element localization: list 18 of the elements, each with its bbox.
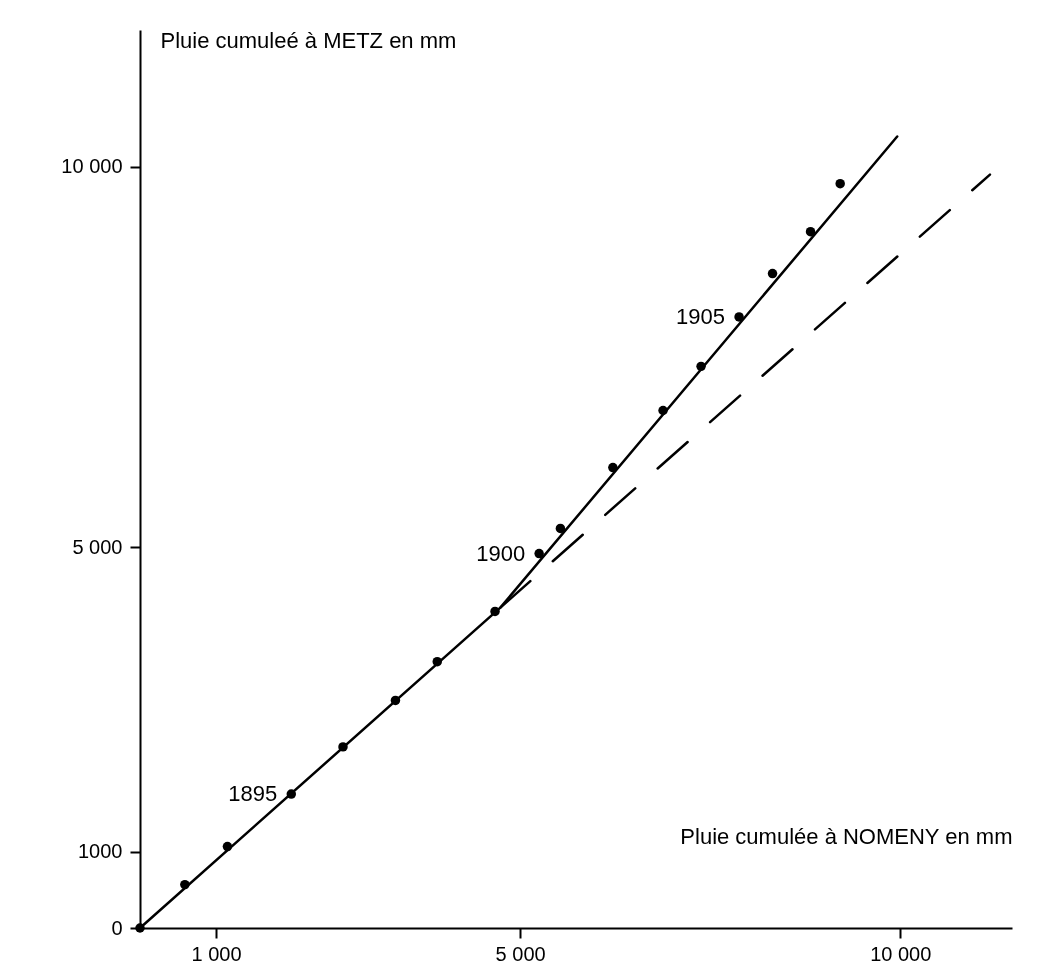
annotation: 1900	[476, 540, 526, 566]
point	[767, 268, 778, 279]
y-axis-title: Pluie cumuleé à METZ en mm	[160, 27, 457, 53]
point	[734, 312, 744, 322]
y-tick-label: 10 000	[61, 155, 123, 178]
annotation: 1895	[228, 781, 278, 807]
y-tick-label: 0	[111, 916, 123, 939]
point	[555, 523, 566, 534]
x-tick-label: 5 000	[495, 942, 546, 965]
point	[534, 548, 544, 559]
x-tick-label: 1 000	[191, 942, 242, 965]
y-tick-label: 5 000	[72, 535, 123, 558]
y-tick-label: 1000	[78, 840, 123, 863]
point	[805, 226, 816, 237]
x-tick-label: 10 000	[870, 942, 932, 965]
point	[835, 178, 845, 189]
x-axis-title: Pluie cumulée à NOMENY en mm	[680, 823, 1013, 849]
annotation: 1905	[676, 303, 726, 329]
